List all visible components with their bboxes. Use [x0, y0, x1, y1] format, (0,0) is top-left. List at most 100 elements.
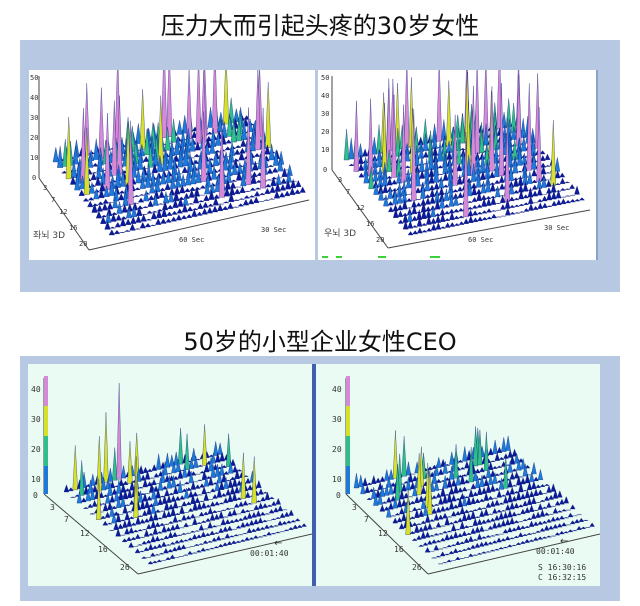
surface-spike — [257, 517, 264, 524]
surface-spike — [165, 527, 172, 532]
surface-spike — [563, 517, 569, 519]
surface-spike — [442, 530, 448, 534]
surface-spike — [115, 512, 122, 523]
surface-spike — [215, 132, 222, 146]
surface-spike — [161, 70, 168, 139]
surface-spike — [471, 204, 478, 209]
surface-spike — [173, 190, 180, 202]
surface-spike — [513, 197, 520, 201]
surface-spike — [79, 175, 86, 190]
surface-spike — [485, 502, 492, 508]
surface-spike — [267, 164, 275, 167]
surface-spike — [435, 521, 442, 528]
surface-spike — [501, 437, 507, 452]
surface-spike — [411, 522, 418, 526]
surface-spike — [139, 89, 146, 150]
surface-spike — [185, 532, 191, 534]
surface-spike — [277, 505, 284, 512]
y-tick: 10 — [332, 475, 342, 484]
surface-spike — [392, 496, 398, 509]
surface-spike — [266, 179, 272, 181]
surface-spike — [156, 209, 163, 219]
surface-spike — [397, 210, 404, 217]
surface-spike — [517, 532, 524, 537]
surface-spike — [508, 183, 515, 195]
eeg-surface — [63, 383, 307, 565]
surface-spike — [168, 191, 175, 203]
surface-spike — [516, 458, 522, 471]
surface-spike — [403, 492, 409, 499]
surface-spike — [537, 198, 543, 203]
surface-spike — [405, 461, 412, 476]
surface-spike — [509, 204, 516, 208]
surface-spike — [223, 497, 229, 504]
surface-spike — [97, 201, 104, 205]
surface-spike — [87, 153, 94, 168]
surface-spike — [433, 533, 440, 536]
surface-spike — [157, 477, 164, 491]
surface-spike — [478, 541, 485, 547]
surface-spike — [437, 514, 444, 520]
surface-spike — [166, 473, 173, 475]
surface-spike — [514, 453, 520, 464]
surface-spike — [422, 505, 429, 516]
surface-spike — [459, 113, 466, 144]
surface-spike — [144, 470, 151, 480]
surface-spike — [218, 502, 225, 505]
surface-spike — [166, 70, 173, 137]
surface-spike — [437, 140, 443, 162]
surface-spike — [220, 509, 227, 511]
surface-spike — [551, 200, 557, 206]
surface-spike — [494, 548, 500, 551]
surface-spike — [555, 183, 561, 185]
surface-spike — [492, 439, 498, 454]
surface-spike — [520, 135, 527, 152]
surface-spike — [494, 157, 500, 177]
surface-spike — [290, 520, 297, 523]
surface-spike — [213, 194, 220, 199]
surface-spike — [416, 535, 422, 540]
surface-spike — [468, 510, 474, 512]
surface-spike — [422, 523, 429, 531]
surface-spike — [144, 173, 151, 188]
surface-spike — [481, 519, 487, 524]
surface-spike — [449, 211, 455, 220]
surface-spike — [498, 478, 505, 490]
surface-spike — [245, 107, 252, 185]
surface-spike — [130, 216, 137, 224]
surface-spike — [375, 477, 381, 483]
surface-spike — [268, 524, 275, 528]
surface-spike — [479, 498, 485, 502]
surface-spike — [504, 535, 511, 541]
surface-spike — [116, 201, 123, 214]
surface-spike — [526, 83, 532, 171]
surface-spike — [407, 472, 414, 483]
surface-spike — [150, 552, 156, 557]
surface-spike — [52, 147, 59, 163]
surface-spike — [248, 198, 255, 205]
surface-spike — [453, 195, 459, 206]
surface-spike — [417, 227, 423, 234]
surface-spike — [116, 383, 122, 480]
surface-spike — [373, 492, 379, 506]
surface-spike — [264, 187, 271, 194]
surface-spike — [209, 501, 216, 507]
surface-spike — [442, 475, 448, 489]
surface-spike — [511, 448, 518, 457]
surface-spike — [435, 222, 442, 230]
surface-spike — [250, 528, 257, 532]
surface-spike — [115, 214, 122, 221]
surface-spike — [288, 527, 294, 530]
surface-spike — [209, 141, 216, 154]
surface-spike — [490, 500, 496, 507]
surface-spike — [164, 182, 171, 190]
surface-spike — [561, 522, 567, 527]
corner-label: 우뇌 3D — [324, 228, 356, 239]
surface-spike — [402, 219, 409, 230]
surface-spike — [177, 197, 184, 207]
surface-spike — [554, 516, 561, 521]
surface-spike — [186, 206, 194, 212]
surface-spike — [284, 190, 291, 197]
time-label: 60 Sec — [468, 236, 493, 244]
surface-spike — [378, 188, 384, 201]
